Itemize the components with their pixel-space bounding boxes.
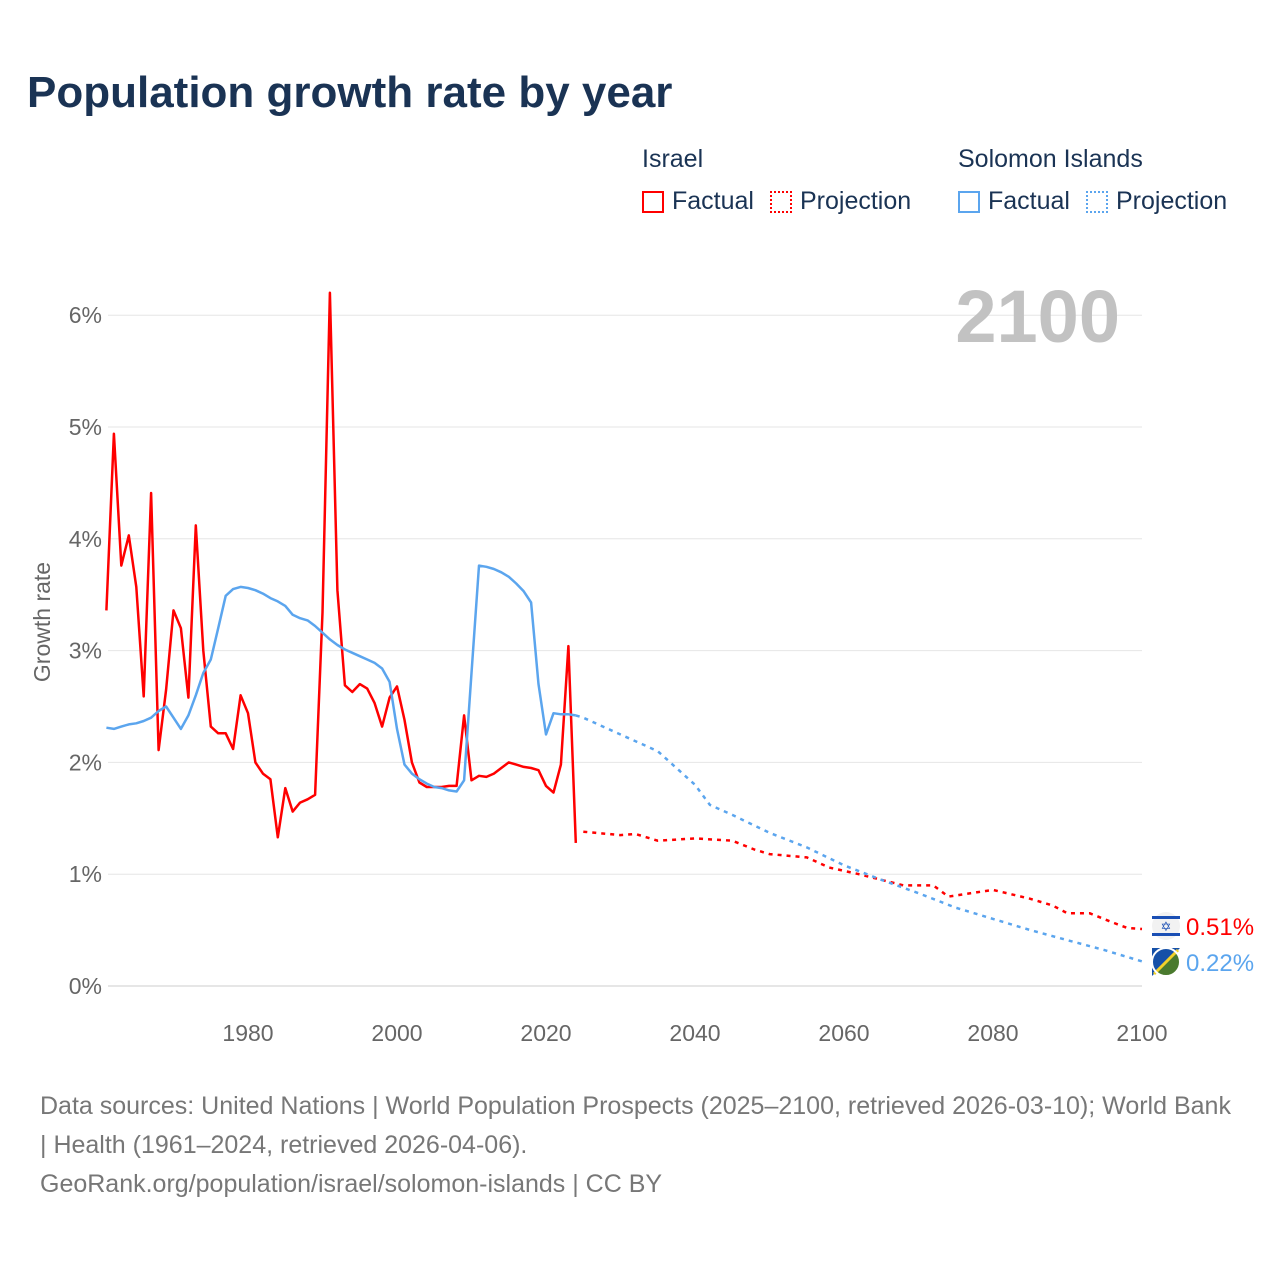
y-tick-label: 3% [69, 638, 102, 664]
solid-swatch-icon [958, 190, 980, 213]
data-sources: Data sources: United Nations | World Pop… [40, 1092, 1231, 1159]
x-tick-label: 2000 [371, 1020, 422, 1046]
solomon-islands-factual-line [106, 564, 576, 793]
israel-end-label: 0.51% [1186, 914, 1254, 941]
flag-stripe [1152, 948, 1180, 976]
x-tick-label: 2040 [669, 1020, 720, 1046]
year-indicator: 2100 [955, 275, 1120, 358]
legend-solomon-factual[interactable]: Factual [958, 187, 1070, 216]
footer: Data sources: United Nations | World Pop… [40, 1087, 1240, 1204]
legend-solomon-projection[interactable]: Projection [1085, 187, 1228, 216]
x-tick-label: 2080 [967, 1020, 1018, 1046]
solomon-islands-projection-line [575, 714, 1143, 963]
legend-label: Projection [1115, 187, 1228, 215]
dotted-swatch-icon [1085, 190, 1108, 213]
y-axis-label: Growth rate [29, 562, 55, 682]
israel-projection-line [583, 830, 1143, 931]
x-tick-label: 1980 [222, 1020, 273, 1046]
star-of-david-icon: ✡ [1161, 919, 1172, 934]
legend-israel-factual[interactable]: Factual [642, 187, 754, 216]
y-tick-label: 2% [69, 749, 102, 775]
legend-label: Factual [672, 187, 754, 215]
legend-row-israel: Factual Projection [642, 187, 927, 216]
page-title: Population growth rate by year [27, 68, 673, 117]
x-tick-label: 2020 [520, 1020, 571, 1046]
dotted-swatch-icon [769, 190, 792, 213]
y-tick-label: 4% [69, 526, 102, 552]
israel-flag-icon: ✡ [1152, 912, 1180, 940]
legend-israel-projection[interactable]: Projection [769, 187, 912, 216]
legend-label: Factual [988, 187, 1070, 215]
legend-group-israel: Israel [642, 145, 704, 173]
solomon-islands-flag-icon [1151, 947, 1181, 977]
legend-label: Projection [799, 187, 912, 215]
solid-swatch-icon [642, 190, 664, 213]
flag-border [1151, 947, 1181, 977]
flag-stripe [1152, 916, 1180, 919]
legend-group-solomon-islands: Solomon Islands [958, 145, 1143, 173]
y-tick-label: 1% [69, 861, 102, 887]
y-tick-label: 6% [69, 302, 102, 328]
x-tick-label: 2100 [1116, 1020, 1167, 1046]
legend-row-solomon-islands: Factual Projection [958, 187, 1243, 216]
solomon-islands-end-label: 0.22% [1186, 950, 1254, 977]
israel-factual-line [105, 291, 578, 843]
y-tick-label: 0% [69, 973, 102, 999]
x-tick-label: 2060 [818, 1020, 869, 1046]
flag-stripe [1152, 933, 1180, 936]
source-link[interactable]: GeoRank.org/population/israel/solomon-is… [40, 1170, 663, 1198]
y-tick-label: 5% [69, 414, 102, 440]
